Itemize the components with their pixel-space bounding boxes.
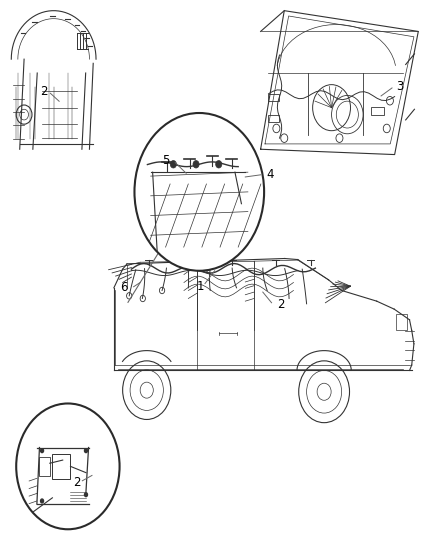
Bar: [53, 454, 71, 479]
Circle shape: [16, 403, 120, 529]
Text: 1: 1: [197, 280, 205, 293]
Circle shape: [170, 160, 177, 168]
Circle shape: [84, 492, 88, 497]
Bar: [396, 314, 407, 330]
Text: 2: 2: [40, 85, 48, 98]
Circle shape: [215, 160, 222, 168]
Circle shape: [84, 448, 88, 453]
Bar: [371, 107, 384, 115]
Text: 2: 2: [73, 477, 81, 489]
Circle shape: [134, 113, 264, 271]
Bar: [268, 94, 279, 101]
Text: 4: 4: [266, 168, 274, 181]
Circle shape: [40, 498, 44, 504]
Circle shape: [40, 448, 44, 453]
Text: 5: 5: [162, 155, 170, 167]
Bar: [268, 115, 279, 122]
Circle shape: [193, 160, 199, 168]
Bar: [39, 457, 50, 476]
Text: 6: 6: [120, 281, 128, 294]
Text: 2: 2: [277, 298, 284, 311]
Text: 3: 3: [396, 80, 404, 93]
